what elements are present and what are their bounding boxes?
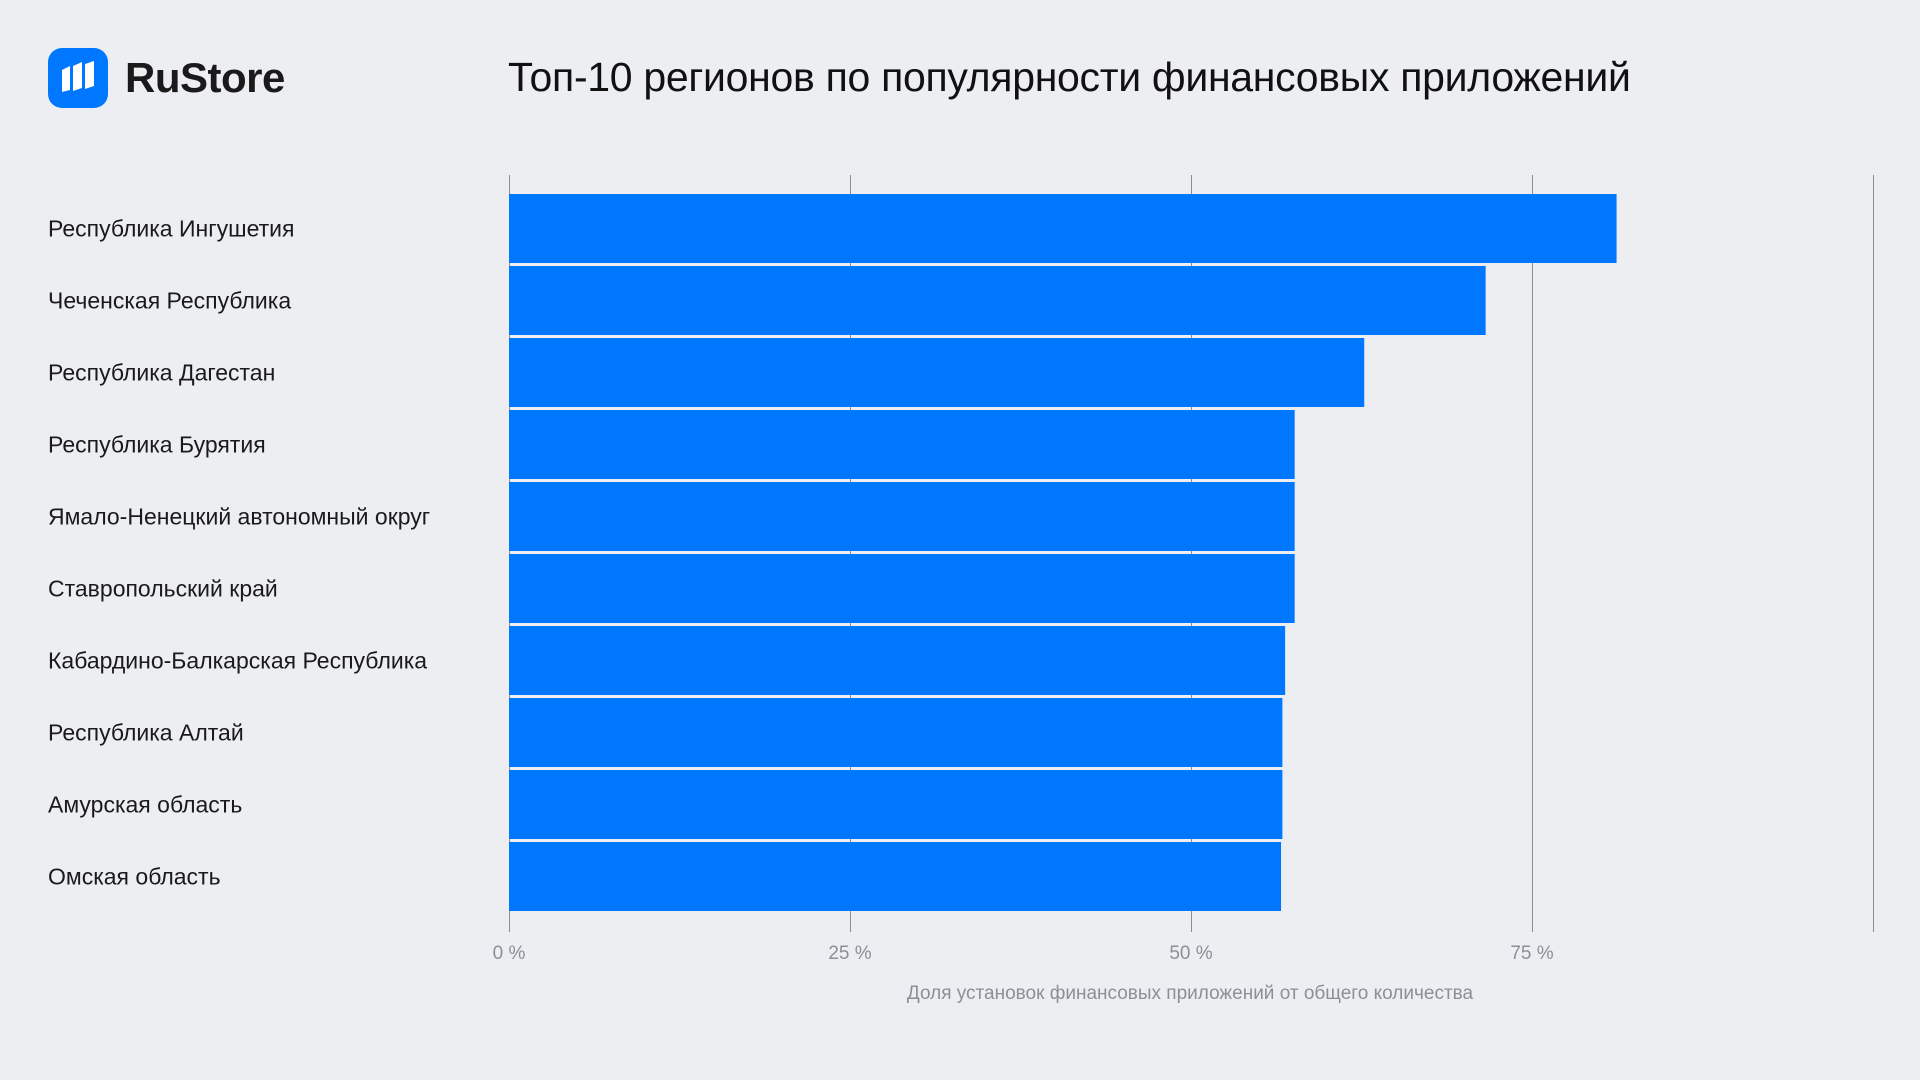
bar-4 xyxy=(509,410,1295,479)
bar-9 xyxy=(509,770,1283,839)
x-axis-label: Доля установок финансовых приложений от … xyxy=(907,983,1474,1004)
chart-title: Топ-10 регионов по популярности финансов… xyxy=(508,54,1631,100)
category-label-1: Республика Ингушетия xyxy=(48,216,294,242)
category-label-9: Амурская область xyxy=(48,792,242,818)
x-tick-label-25: 25 % xyxy=(828,943,871,964)
bar-6 xyxy=(509,554,1295,623)
category-labels: Республика Ингушетия Чеченская Республика… xyxy=(48,216,430,890)
x-tick-label-0: 0 % xyxy=(493,943,526,964)
x-tick-label-75: 75 % xyxy=(1510,943,1553,964)
category-label-2: Чеченская Республика xyxy=(48,288,291,314)
bar-5 xyxy=(509,482,1295,551)
category-label-7: Кабардино-Балкарская Республика xyxy=(48,648,427,674)
category-label-6: Ставропольский край xyxy=(48,576,278,602)
bar-1 xyxy=(509,194,1617,263)
bar-7 xyxy=(509,626,1286,695)
category-label-5: Ямало-Ненецкий автономный округ xyxy=(48,504,430,530)
bar-3 xyxy=(509,338,1365,407)
category-label-3: Республика Дагестан xyxy=(48,360,275,386)
bar-2 xyxy=(509,266,1486,335)
brand-name: RuStore xyxy=(125,54,285,101)
category-label-4: Республика Бурятия xyxy=(48,432,266,458)
rustore-logo-icon xyxy=(48,48,108,108)
bar-8 xyxy=(509,698,1283,767)
bar-10 xyxy=(509,842,1282,911)
brand-logo: RuStore xyxy=(48,48,285,108)
category-label-8: Республика Алтай xyxy=(48,720,244,746)
tick-labels: 0 % 25 % 50 % 75 % xyxy=(493,943,1554,964)
category-label-10: Омская область xyxy=(48,864,221,890)
x-tick-label-50: 50 % xyxy=(1169,943,1212,964)
bars xyxy=(509,194,1617,911)
